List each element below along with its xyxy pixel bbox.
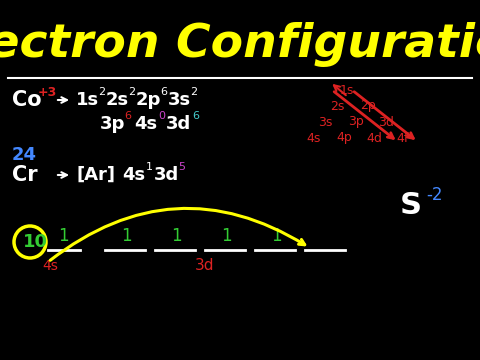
Text: 1: 1 <box>271 227 282 245</box>
Text: 6: 6 <box>160 87 167 97</box>
Text: 3d: 3d <box>195 258 215 274</box>
Text: 3p: 3p <box>100 115 125 133</box>
Text: 1: 1 <box>58 227 69 245</box>
Text: 3s: 3s <box>318 116 332 129</box>
Text: 4s: 4s <box>42 259 58 273</box>
Text: 2: 2 <box>128 87 135 97</box>
Text: 2: 2 <box>190 87 197 97</box>
Text: 3d: 3d <box>154 166 179 184</box>
Text: 24: 24 <box>12 146 37 164</box>
Text: 1: 1 <box>121 227 132 245</box>
Text: 3d: 3d <box>378 116 394 129</box>
Text: 4p: 4p <box>336 131 352 144</box>
Text: 2p: 2p <box>360 99 376 112</box>
Text: 0: 0 <box>158 111 165 121</box>
Text: 6: 6 <box>124 111 131 121</box>
Text: 3d: 3d <box>166 115 191 133</box>
Text: 4f: 4f <box>396 131 408 144</box>
Text: 3p: 3p <box>348 116 364 129</box>
Text: 3s: 3s <box>168 91 191 109</box>
Text: +3: +3 <box>38 85 57 99</box>
Text: 4s: 4s <box>306 131 320 144</box>
Text: 2p: 2p <box>136 91 161 109</box>
Text: 1s: 1s <box>340 84 354 96</box>
Text: 1s: 1s <box>76 91 99 109</box>
Text: -2: -2 <box>426 186 443 204</box>
Text: 1: 1 <box>146 162 153 172</box>
Text: 6: 6 <box>192 111 199 121</box>
Text: Electron Configuration: Electron Configuration <box>0 22 480 67</box>
Text: 1: 1 <box>221 227 232 245</box>
Text: 4d: 4d <box>366 131 382 144</box>
Text: 10: 10 <box>23 233 48 251</box>
Text: 2s: 2s <box>106 91 129 109</box>
Text: Cr: Cr <box>12 165 37 185</box>
Text: 4s: 4s <box>134 115 157 133</box>
Text: [Ar]: [Ar] <box>76 166 115 184</box>
Text: 2s: 2s <box>330 99 344 112</box>
Text: 5: 5 <box>178 162 185 172</box>
Text: Co: Co <box>12 90 42 110</box>
Text: 1: 1 <box>171 227 181 245</box>
Text: S: S <box>400 190 422 220</box>
Text: 4s: 4s <box>122 166 145 184</box>
Text: 2: 2 <box>98 87 105 97</box>
